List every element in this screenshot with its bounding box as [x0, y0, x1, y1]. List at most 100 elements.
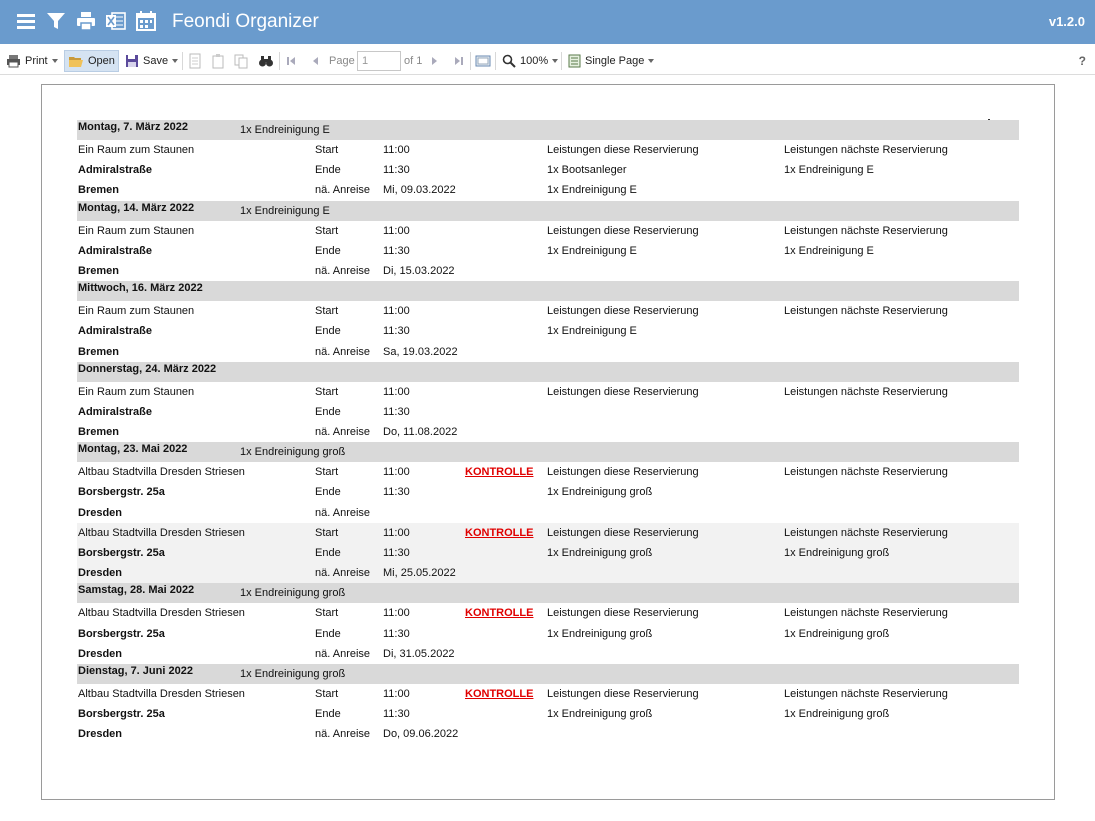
property-name: Ein Raum zum Staunen	[78, 385, 195, 398]
group-header: Montag, 23. Mai 2022 1x Endreinigung groß	[77, 442, 1019, 463]
printer-icon[interactable]	[75, 10, 97, 32]
start-time: 11:00	[383, 607, 410, 620]
end-time: 11:30	[383, 708, 410, 721]
reservation-entry: Ein Raum zum Staunen Start 11:00 Leistungen…	[77, 140, 1019, 201]
property-name: Ein Raum zum Staunen	[78, 144, 195, 156]
first-page-icon[interactable]	[283, 53, 299, 69]
next-page-icon[interactable]	[427, 53, 443, 69]
help-button[interactable]: ?	[1078, 54, 1086, 68]
folder-open-icon	[69, 56, 83, 67]
property-name: Altbau Stadtvilla Dresden Striesen	[78, 466, 245, 479]
entry-line: Dresden nä. Anreise Mi, 25.05.2022	[77, 563, 1019, 583]
end-time: 11:30	[383, 164, 410, 177]
next-arrival-label: nä. Anreise	[315, 506, 371, 519]
save-label: Save	[143, 55, 169, 67]
this-reservation-service: 1x Endreinigung E	[547, 325, 637, 338]
last-page-icon[interactable]	[451, 53, 467, 69]
next-arrival-label: nä. Anreise	[315, 345, 371, 358]
start-label: Start	[315, 687, 339, 700]
toolbar-divider	[561, 52, 562, 70]
property-name: Altbau Stadtvilla Dresden Striesen	[78, 687, 245, 700]
report-toolbar: Print Open Save Page of 1 100% Single Pa…	[0, 48, 1095, 75]
this-reservation-service: 1x Bootsanleger	[547, 164, 627, 177]
kontrolle-link[interactable]: KONTROLLE	[465, 466, 534, 479]
end-time: 11:30	[383, 325, 410, 338]
menu-icon[interactable]	[15, 10, 37, 32]
app-title: Feondi Organizer	[172, 11, 319, 32]
entry-line: Ein Raum zum Staunen Start 11:00 Leistungen…	[77, 140, 1019, 160]
property-name: Ein Raum zum Staunen	[78, 224, 195, 237]
street-address: Admiralstraße	[78, 405, 152, 418]
kontrolle-link[interactable]: KONTROLLE	[465, 526, 534, 539]
street-address: Borsbergstr. 25a	[78, 547, 165, 559]
end-label: Ende	[315, 708, 341, 721]
kontrolle-link[interactable]: KONTROLLE	[465, 607, 534, 620]
save-icon	[126, 55, 138, 67]
next-arrival-date: Sa, 19.03.2022	[383, 345, 458, 358]
entry-line: Altbau Stadtvilla Dresden Striesen Start 1…	[77, 684, 1019, 704]
page-view-icon[interactable]	[475, 53, 491, 69]
next-reservation-label: Leistungen nächste Reservierung	[784, 144, 948, 156]
group-header: Donnerstag, 24. März 2022	[77, 361, 1019, 382]
entry-line: Bremen nä. Anreise Sa, 19.03.2022	[77, 342, 1019, 362]
next-reservation-label: Leistungen nächste Reservierung	[784, 305, 948, 318]
reservation-entry: Altbau Stadtvilla Dresden Striesen Start 1…	[77, 683, 1019, 745]
city: Bremen	[78, 426, 119, 439]
entry-line: Borsbergstr. 25a Ende 11:30 1x Endreinigung…	[77, 543, 1019, 563]
this-reservation-service: 1x Endreinigung groß	[547, 708, 653, 721]
next-arrival-date: Di, 15.03.2022	[383, 264, 455, 277]
copy-icon[interactable]	[233, 53, 249, 69]
this-reservation-service: 1x Endreinigung E	[547, 184, 637, 197]
city: Bremen	[78, 264, 119, 277]
reservation-entry: Altbau Stadtvilla Dresden Striesen Start 1…	[77, 522, 1019, 584]
next-arrival-label: nä. Anreise	[315, 728, 371, 741]
chevron-down-icon	[648, 59, 655, 63]
next-arrival-date: Do, 09.06.2022	[383, 728, 459, 741]
reservation-entry: Altbau Stadtvilla Dresden Striesen Start 1…	[77, 603, 1019, 664]
document-icon[interactable]	[187, 53, 203, 69]
page-number-input[interactable]	[357, 51, 401, 71]
this-reservation-service: 1x Endreinigung E	[547, 244, 637, 257]
next-reservation-label: Leistungen nächste Reservierung	[784, 466, 948, 479]
view-mode-dropdown[interactable]: Single Page	[564, 50, 658, 72]
kontrolle-link[interactable]: KONTROLLE	[465, 687, 534, 700]
open-button[interactable]: Open	[64, 50, 119, 72]
zoom-label: 100%	[520, 55, 549, 67]
entry-line: Admiralstraße Ende 11:30 1x Endreinigung E 1…	[77, 241, 1019, 261]
binoculars-icon[interactable]	[258, 53, 274, 69]
end-label: Ende	[315, 486, 341, 499]
city: Dresden	[78, 647, 123, 660]
group-date: Montag, 14. März 2022	[78, 201, 195, 214]
clipboard-icon[interactable]	[210, 53, 226, 69]
start-label: Start	[315, 385, 339, 398]
property-name: Altbau Stadtvilla Dresden Striesen	[78, 526, 245, 539]
next-reservation-service: 1x Endreinigung groß	[784, 627, 890, 640]
calendar-icon[interactable]	[135, 10, 157, 32]
next-reservation-label: Leistungen nächste Reservierung	[784, 385, 948, 398]
filter-icon[interactable]	[45, 10, 67, 32]
excel-icon[interactable]	[105, 10, 127, 32]
save-button[interactable]: Save	[121, 50, 182, 72]
end-label: Ende	[315, 164, 341, 177]
this-reservation-label: Leistungen diese Reservierung	[547, 466, 699, 479]
property-name: Ein Raum zum Staunen	[78, 305, 195, 318]
start-time: 11:00	[383, 144, 410, 156]
reservation-entry: Ein Raum zum Staunen Start 11:00 Leistungen…	[77, 301, 1019, 362]
entry-line: Altbau Stadtvilla Dresden Striesen Start 1…	[77, 603, 1019, 623]
start-time: 11:00	[383, 687, 410, 700]
group-header: Dienstag, 7. Juni 2022 1x Endreinigung gr…	[77, 663, 1019, 684]
print-button[interactable]: Print	[2, 50, 62, 72]
city: Bremen	[78, 184, 119, 197]
start-label: Start	[315, 144, 339, 156]
zoom-dropdown[interactable]: 100%	[498, 50, 562, 72]
street-address: Admiralstraße	[78, 164, 152, 177]
start-label: Start	[315, 526, 339, 539]
next-reservation-label: Leistungen nächste Reservierung	[784, 607, 948, 620]
start-time: 11:00	[383, 224, 410, 237]
group-date: Montag, 23. Mai 2022	[78, 443, 188, 456]
previous-page-icon[interactable]	[307, 53, 323, 69]
entry-line: Dresden nä. Anreise	[77, 503, 1019, 523]
open-label: Open	[88, 55, 115, 67]
view-mode-label: Single Page	[585, 55, 645, 67]
entry-line: Dresden nä. Anreise Di, 31.05.2022	[77, 644, 1019, 664]
